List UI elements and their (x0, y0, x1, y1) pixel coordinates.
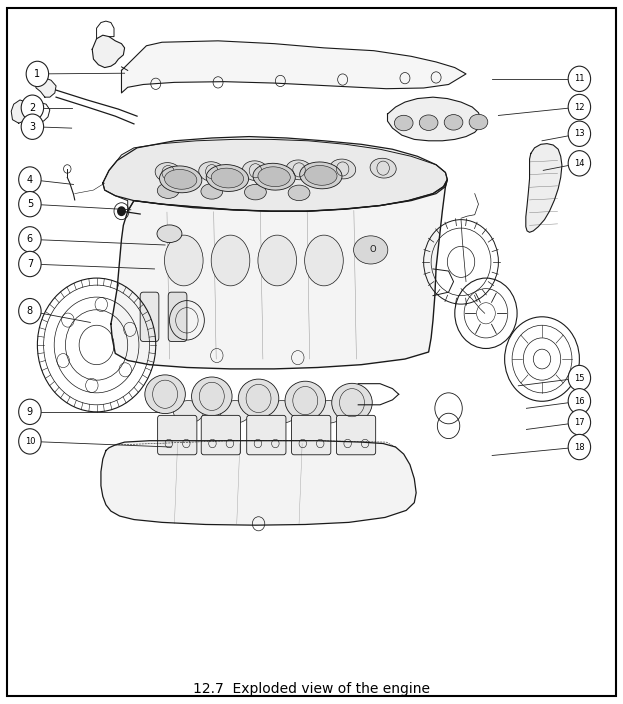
Circle shape (19, 429, 41, 454)
Ellipse shape (419, 115, 438, 130)
Circle shape (21, 95, 44, 120)
Text: 10: 10 (25, 437, 35, 446)
Circle shape (19, 167, 41, 192)
Polygon shape (388, 97, 481, 141)
Ellipse shape (206, 165, 249, 191)
Text: 14: 14 (574, 159, 584, 168)
Ellipse shape (444, 115, 463, 130)
Text: 18: 18 (574, 443, 585, 451)
Ellipse shape (313, 401, 344, 423)
Text: 2: 2 (29, 103, 36, 113)
Polygon shape (11, 100, 30, 123)
Polygon shape (34, 77, 56, 97)
FancyBboxPatch shape (247, 415, 286, 455)
FancyBboxPatch shape (336, 415, 376, 455)
Text: 17: 17 (574, 418, 585, 427)
Ellipse shape (267, 401, 297, 423)
Ellipse shape (354, 236, 388, 264)
Ellipse shape (305, 235, 343, 286)
Circle shape (19, 251, 41, 277)
Circle shape (568, 434, 591, 460)
Circle shape (568, 151, 591, 176)
Ellipse shape (253, 163, 295, 190)
Ellipse shape (192, 377, 232, 415)
Ellipse shape (285, 382, 325, 420)
Circle shape (568, 365, 591, 391)
Polygon shape (111, 180, 447, 369)
Text: 4: 4 (27, 175, 33, 184)
Ellipse shape (211, 235, 250, 286)
Text: O: O (369, 246, 376, 254)
Circle shape (19, 227, 41, 252)
FancyBboxPatch shape (140, 292, 159, 341)
Ellipse shape (157, 183, 179, 199)
Polygon shape (92, 35, 125, 68)
Ellipse shape (201, 184, 223, 199)
Ellipse shape (258, 167, 290, 187)
Ellipse shape (258, 235, 297, 286)
Polygon shape (103, 139, 447, 211)
Ellipse shape (157, 225, 182, 242)
Ellipse shape (155, 163, 181, 182)
Ellipse shape (286, 160, 312, 180)
Text: 12.7  Exploded view of the engine: 12.7 Exploded view of the engine (193, 681, 430, 696)
Text: 7: 7 (27, 259, 33, 269)
Polygon shape (121, 41, 466, 93)
Ellipse shape (221, 401, 250, 423)
FancyBboxPatch shape (168, 292, 187, 341)
Ellipse shape (164, 170, 197, 189)
Text: 13: 13 (574, 130, 585, 138)
Ellipse shape (330, 159, 356, 179)
Circle shape (21, 114, 44, 139)
Polygon shape (101, 441, 416, 525)
Text: 9: 9 (27, 407, 33, 417)
Text: 12: 12 (574, 103, 584, 111)
Circle shape (19, 298, 41, 324)
Ellipse shape (159, 166, 202, 193)
Text: 15: 15 (574, 374, 584, 382)
Text: 3: 3 (29, 122, 36, 132)
Ellipse shape (238, 379, 279, 418)
Ellipse shape (211, 168, 244, 188)
Text: 11: 11 (574, 75, 584, 83)
Text: 5: 5 (27, 199, 33, 209)
Circle shape (568, 121, 591, 146)
Ellipse shape (300, 162, 342, 189)
Polygon shape (103, 137, 447, 211)
Circle shape (118, 207, 125, 215)
FancyBboxPatch shape (292, 415, 331, 455)
Ellipse shape (145, 375, 186, 414)
Ellipse shape (173, 401, 203, 423)
Text: 16: 16 (574, 397, 585, 406)
Polygon shape (526, 144, 562, 232)
Ellipse shape (242, 161, 269, 181)
Ellipse shape (199, 162, 225, 182)
Ellipse shape (305, 165, 337, 185)
Circle shape (568, 410, 591, 435)
FancyBboxPatch shape (158, 415, 197, 455)
Circle shape (568, 66, 591, 92)
Ellipse shape (164, 235, 203, 286)
Ellipse shape (288, 185, 310, 201)
Ellipse shape (244, 184, 267, 200)
Text: 1: 1 (34, 69, 40, 79)
FancyBboxPatch shape (201, 415, 240, 455)
Text: 8: 8 (27, 306, 33, 316)
Circle shape (19, 191, 41, 217)
Circle shape (568, 389, 591, 414)
Ellipse shape (331, 383, 372, 422)
Circle shape (568, 94, 591, 120)
Ellipse shape (469, 114, 488, 130)
Circle shape (26, 61, 49, 87)
Text: 6: 6 (27, 234, 33, 244)
Circle shape (19, 399, 41, 425)
Ellipse shape (370, 158, 396, 178)
Ellipse shape (394, 115, 413, 131)
